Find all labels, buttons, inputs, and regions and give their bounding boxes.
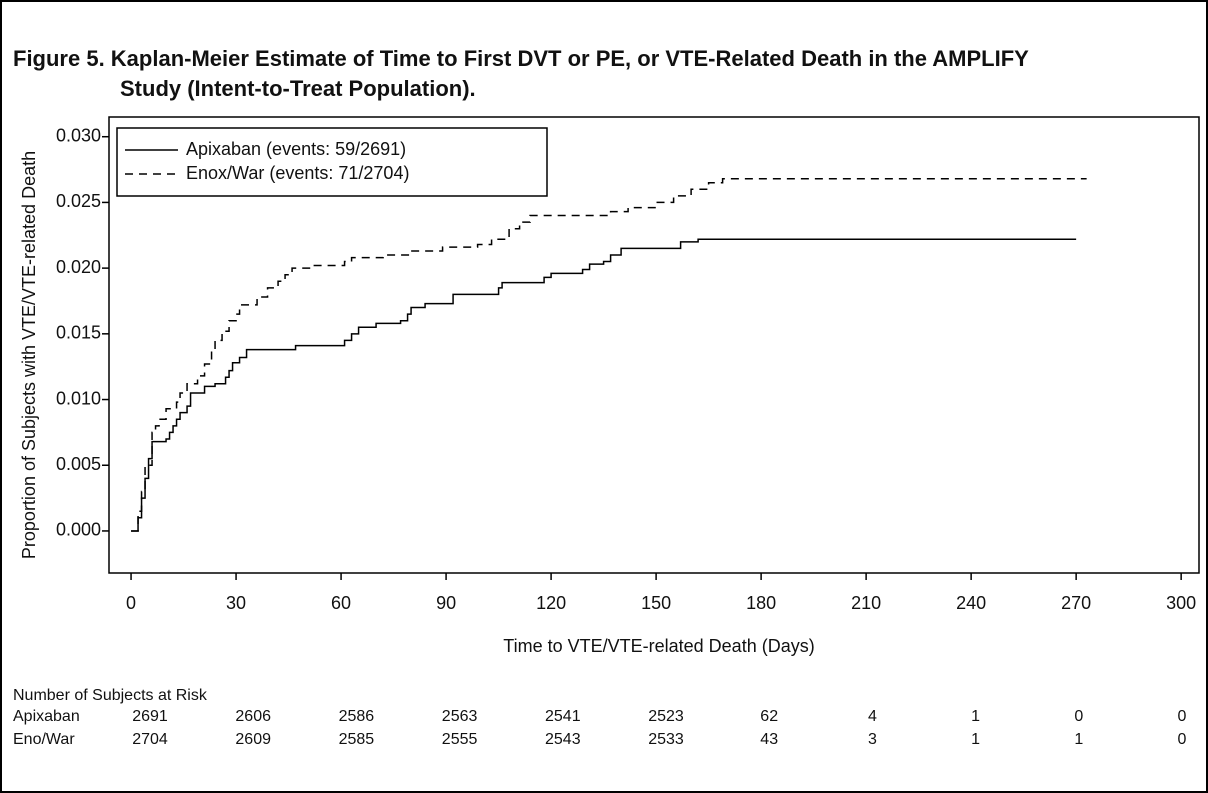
risk-value: 0 bbox=[1178, 708, 1187, 725]
y-tick-label: 0.030 bbox=[56, 125, 101, 145]
plot-frame bbox=[108, 116, 1200, 574]
km-curve bbox=[131, 178, 1087, 532]
risk-row-name: Eno/War bbox=[13, 731, 75, 748]
risk-value: 1 bbox=[971, 708, 980, 725]
risk-value: 3 bbox=[868, 731, 877, 748]
x-tick-label: 300 bbox=[1166, 593, 1196, 613]
risk-value: 0 bbox=[1178, 731, 1187, 748]
risk-value: 43 bbox=[760, 731, 778, 748]
y-tick-label: 0.010 bbox=[56, 388, 101, 408]
risk-value: 2523 bbox=[648, 708, 684, 725]
risk-value: 2691 bbox=[132, 708, 168, 725]
x-tick-label: 0 bbox=[126, 593, 136, 613]
x-tick-label: 270 bbox=[1061, 593, 1091, 613]
x-axis-label: Time to VTE/VTE-related Death (Days) bbox=[503, 636, 814, 656]
risk-value: 2555 bbox=[442, 731, 478, 748]
risk-value: 1 bbox=[1074, 731, 1083, 748]
y-tick-label: 0.015 bbox=[56, 323, 101, 343]
risk-value: 2543 bbox=[545, 731, 581, 748]
x-tick-label: 210 bbox=[851, 593, 881, 613]
x-tick-label: 120 bbox=[536, 593, 566, 613]
y-tick-label: 0.020 bbox=[56, 257, 101, 277]
x-tick-label: 240 bbox=[956, 593, 986, 613]
y-tick-label: 0.025 bbox=[56, 191, 101, 211]
risk-value: 2606 bbox=[235, 708, 271, 725]
legend-label: Enox/War (events: 71/2704) bbox=[186, 163, 409, 183]
km-curve bbox=[131, 238, 1077, 532]
risk-value: 62 bbox=[760, 708, 778, 725]
risk-value: 2533 bbox=[648, 731, 684, 748]
x-tick-label: 150 bbox=[641, 593, 671, 613]
risk-value: 0 bbox=[1074, 708, 1083, 725]
risk-row-name: Apixaban bbox=[13, 708, 80, 725]
risk-table-title: Number of Subjects at Risk bbox=[13, 687, 208, 704]
risk-value: 2609 bbox=[235, 731, 271, 748]
chart-title: Figure 5. Kaplan-Meier Estimate of Time … bbox=[13, 46, 1029, 71]
risk-value: 2585 bbox=[339, 731, 375, 748]
legend-label: Apixaban (events: 59/2691) bbox=[186, 139, 406, 159]
risk-value: 2541 bbox=[545, 708, 581, 725]
x-tick-label: 30 bbox=[226, 593, 246, 613]
risk-value: 2704 bbox=[132, 731, 168, 748]
risk-value: 4 bbox=[868, 708, 877, 725]
risk-value: 2586 bbox=[339, 708, 375, 725]
y-axis-label: Proportion of Subjects with VTE/VTE-rela… bbox=[19, 151, 39, 559]
x-tick-label: 90 bbox=[436, 593, 456, 613]
risk-value: 1 bbox=[971, 731, 980, 748]
y-tick-label: 0.005 bbox=[56, 454, 101, 474]
x-tick-label: 180 bbox=[746, 593, 776, 613]
y-tick-label: 0.000 bbox=[56, 520, 101, 540]
legend-box bbox=[116, 127, 548, 197]
risk-value: 2563 bbox=[442, 708, 478, 725]
x-tick-label: 60 bbox=[331, 593, 351, 613]
chart-title: Study (Intent-to-Treat Population). bbox=[120, 76, 476, 101]
